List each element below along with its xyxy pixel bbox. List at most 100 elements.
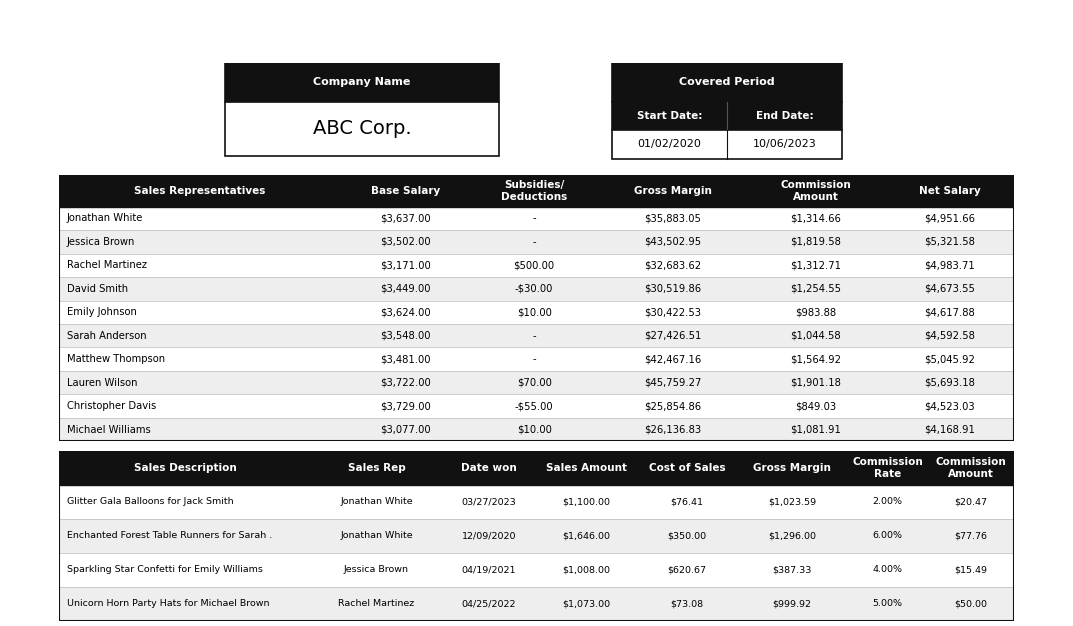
FancyBboxPatch shape [747,371,885,394]
Text: Sales Representatives: Sales Representatives [134,186,265,196]
FancyBboxPatch shape [59,451,312,485]
FancyBboxPatch shape [885,347,1014,371]
FancyBboxPatch shape [470,324,599,347]
FancyBboxPatch shape [470,175,599,207]
FancyBboxPatch shape [747,175,885,207]
FancyBboxPatch shape [59,175,341,207]
FancyBboxPatch shape [312,519,441,553]
FancyBboxPatch shape [599,230,747,254]
FancyBboxPatch shape [847,451,928,485]
FancyBboxPatch shape [928,587,1014,621]
Text: Covered Period: Covered Period [679,77,775,87]
Text: $3,637.00: $3,637.00 [380,213,430,223]
FancyBboxPatch shape [928,553,1014,587]
Text: $999.92: $999.92 [773,600,811,608]
FancyBboxPatch shape [747,347,885,371]
FancyBboxPatch shape [59,254,341,277]
FancyBboxPatch shape [928,485,1014,519]
FancyBboxPatch shape [737,587,847,621]
FancyBboxPatch shape [885,175,1014,207]
FancyBboxPatch shape [737,553,847,587]
FancyBboxPatch shape [536,587,636,621]
Text: $983.88: $983.88 [795,307,836,317]
FancyBboxPatch shape [59,418,341,441]
FancyBboxPatch shape [747,254,885,277]
FancyBboxPatch shape [225,63,499,102]
FancyBboxPatch shape [470,254,599,277]
FancyBboxPatch shape [847,553,928,587]
Text: Net Salary: Net Salary [918,186,981,196]
FancyBboxPatch shape [747,277,885,300]
FancyBboxPatch shape [885,254,1014,277]
FancyBboxPatch shape [612,102,842,130]
Text: Commission
Amount: Commission Amount [936,457,1006,478]
Text: $1,314.66: $1,314.66 [791,213,841,223]
FancyBboxPatch shape [599,207,747,230]
Text: Gross Margin: Gross Margin [753,463,831,473]
FancyBboxPatch shape [747,230,885,254]
FancyBboxPatch shape [441,553,536,587]
Text: $5,693.18: $5,693.18 [924,377,975,387]
FancyBboxPatch shape [341,418,470,441]
Text: $4,168.91: $4,168.91 [924,424,975,434]
Text: $620.67: $620.67 [667,565,706,575]
Text: Glitter Gala Balloons for Jack Smith: Glitter Gala Balloons for Jack Smith [67,497,233,506]
Text: $35,883.05: $35,883.05 [644,213,701,223]
Text: -: - [532,213,535,223]
Text: $30,519.86: $30,519.86 [644,284,701,294]
FancyBboxPatch shape [599,347,747,371]
FancyBboxPatch shape [59,587,312,621]
FancyBboxPatch shape [536,485,636,519]
Text: $1,044.58: $1,044.58 [791,331,841,341]
FancyBboxPatch shape [470,418,599,441]
FancyBboxPatch shape [636,485,737,519]
FancyBboxPatch shape [536,451,636,485]
Text: $3,548.00: $3,548.00 [380,331,430,341]
FancyBboxPatch shape [470,207,599,230]
Text: Sparkling Star Confetti for Emily Williams: Sparkling Star Confetti for Emily Willia… [67,565,263,575]
FancyBboxPatch shape [59,485,312,519]
Text: $73.08: $73.08 [671,600,704,608]
Text: $849.03: $849.03 [795,401,836,411]
Text: $4,673.55: $4,673.55 [924,284,975,294]
FancyBboxPatch shape [885,324,1014,347]
FancyBboxPatch shape [885,230,1014,254]
FancyBboxPatch shape [928,519,1014,553]
Text: ABC Corp.: ABC Corp. [313,119,411,138]
Text: Rachel Martinez: Rachel Martinez [338,600,414,608]
FancyBboxPatch shape [928,451,1014,485]
FancyBboxPatch shape [59,347,341,371]
FancyBboxPatch shape [599,394,747,418]
FancyBboxPatch shape [747,300,885,324]
FancyBboxPatch shape [599,418,747,441]
Text: $1,296.00: $1,296.00 [768,531,815,540]
FancyBboxPatch shape [599,277,747,300]
FancyBboxPatch shape [441,587,536,621]
FancyBboxPatch shape [536,519,636,553]
Text: $1,819.58: $1,819.58 [791,237,841,247]
FancyBboxPatch shape [885,207,1014,230]
FancyBboxPatch shape [470,347,599,371]
Text: $20.47: $20.47 [955,497,987,506]
Text: $45,759.27: $45,759.27 [644,377,702,387]
Text: $4,617.88: $4,617.88 [924,307,975,317]
Text: $4,592.58: $4,592.58 [924,331,975,341]
FancyBboxPatch shape [341,230,470,254]
FancyBboxPatch shape [599,175,747,207]
FancyBboxPatch shape [341,254,470,277]
Text: $1,254.55: $1,254.55 [791,284,841,294]
Text: -: - [532,354,535,364]
Text: 5.00%: 5.00% [872,600,902,608]
Text: $3,171.00: $3,171.00 [380,260,430,270]
FancyBboxPatch shape [59,207,341,230]
Text: $32,683.62: $32,683.62 [644,260,701,270]
Text: $387.33: $387.33 [773,565,811,575]
FancyBboxPatch shape [885,418,1014,441]
Text: $1,100.00: $1,100.00 [562,497,611,506]
Text: Commission
Amount: Commission Amount [780,180,851,202]
FancyBboxPatch shape [225,102,499,155]
Text: $30,422.53: $30,422.53 [644,307,701,317]
Text: -$55.00: -$55.00 [515,401,554,411]
Text: Matthew Thompson: Matthew Thompson [67,354,165,364]
Text: Base Salary: Base Salary [370,186,440,196]
